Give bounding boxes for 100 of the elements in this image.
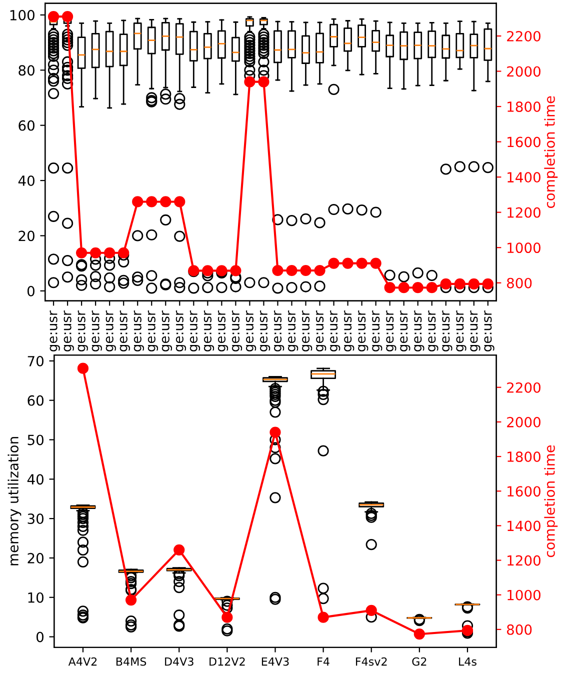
point [77,362,89,374]
point [366,604,377,616]
y2-axis-title: completion time [544,96,558,208]
point [76,247,88,258]
point [412,282,424,294]
point [118,247,130,258]
x-tick-label: ge:usr [470,310,480,352]
x-tick-label: ge:usr [428,310,438,352]
y-tick-label: 20 [18,230,34,242]
y-tick-label: 10 [28,592,44,603]
x-tick-label: ge:usr [50,310,60,352]
y2-tick-label: 1200 [508,555,540,566]
y2-tick-label: 1600 [508,136,540,148]
x-tick-label: ge:usr [120,310,130,352]
x-tick-label: ge:usr [372,310,382,352]
point [370,258,382,269]
point [482,278,494,290]
x-tick-label: ge:usr [190,310,200,352]
y-axis-title: memory utilization [8,437,22,566]
y2-tick-label: 1800 [508,101,540,112]
x-tick-label: L4s [459,657,476,666]
y-tick-label: 0 [36,632,44,642]
y2-tick-label: 1200 [508,207,540,218]
y2-tick-label: 1800 [508,451,540,462]
point [426,282,438,294]
point [286,264,298,276]
x-tick-label: ge:usr [288,310,298,352]
x-tick-label: ge:usr [176,310,186,352]
point [104,247,116,258]
x-tick-label: ge:usr [64,310,74,352]
x-tick-label: ge:usr [484,310,494,352]
x-tick-label: ge:usr [92,310,102,352]
y-tick-label: 40 [18,175,34,186]
point [270,426,281,438]
y2-tick-label: 2200 [507,30,540,42]
x-tick-label: ge:usr [162,310,172,352]
x-tick-label: ge:usr [358,310,368,352]
x-tick-label: ge:usr [400,310,410,352]
x-tick-label: ge:usr [344,310,354,352]
point [62,11,74,22]
x-tick-label: B4MS [116,657,146,666]
x-tick-label: ge:usr [204,310,214,352]
x-tick-label: ge:usr [330,310,340,352]
x-tick-label: ge:usr [106,310,116,352]
point [160,196,172,208]
point [398,282,410,294]
point [48,11,60,22]
y2-tick-label: 1000 [508,590,540,600]
x-tick-label: ge:usr [316,310,326,352]
point [174,196,186,208]
y2-tick-label: 2200 [507,382,540,393]
x-tick-label: ge:usr [260,310,270,352]
point [454,278,466,290]
point [146,196,158,208]
point [468,278,480,290]
x-tick-label: G2 [412,657,426,666]
x-tick-label: ge:usr [386,310,396,352]
point [258,76,270,88]
x-tick-label: E4V3 [262,657,289,666]
x-tick-label: F4sv2 [356,657,387,666]
x-tick-label: ge:usr [414,310,424,352]
x-tick-label: ge:usr [218,310,228,352]
point [318,612,329,623]
x-tick-label: ge:usr [456,310,466,352]
x-tick-label: ge:usr [134,310,144,352]
point [174,544,185,556]
point [132,196,144,208]
y-tick-label: 40 [27,474,44,485]
x-tick-label: ge:usr [246,310,256,352]
x-tick-label: A4V2 [68,657,97,666]
x-tick-label: ge:usr [232,310,242,352]
y-tick-label: 100 [10,10,34,20]
y-tick-label: 70 [28,356,44,366]
x-tick-label: ge:usr [78,310,88,352]
point [272,264,284,276]
point [440,278,452,290]
x-tick-label: ge:usr [274,310,284,352]
y-tick-label: 20 [28,552,44,564]
y2-tick-label: 1400 [508,520,540,532]
point [356,258,368,269]
point [384,282,396,294]
y2-tick-label: 1400 [508,172,540,183]
point [328,258,340,269]
x-tick-label: D4V3 [165,657,194,666]
y2-axis-title: completion time [544,445,558,558]
point [300,264,312,276]
y2-tick-label: 1000 [508,242,540,254]
y2-tick-label: 2000 [507,66,540,77]
y-tick-label: 30 [28,514,44,524]
y-tick-label: 50 [28,434,44,446]
y-tick-label: 60 [18,120,34,131]
point [222,612,233,623]
x-tick-label: ge:usr [442,310,452,352]
point [125,594,137,606]
x-tick-label: ge:usr [148,310,158,352]
y2-tick-label: 800 [506,278,532,288]
y-tick-label: 0 [27,286,34,296]
y-tick-label: 60 [28,395,44,406]
point [202,265,214,276]
point [230,265,242,276]
